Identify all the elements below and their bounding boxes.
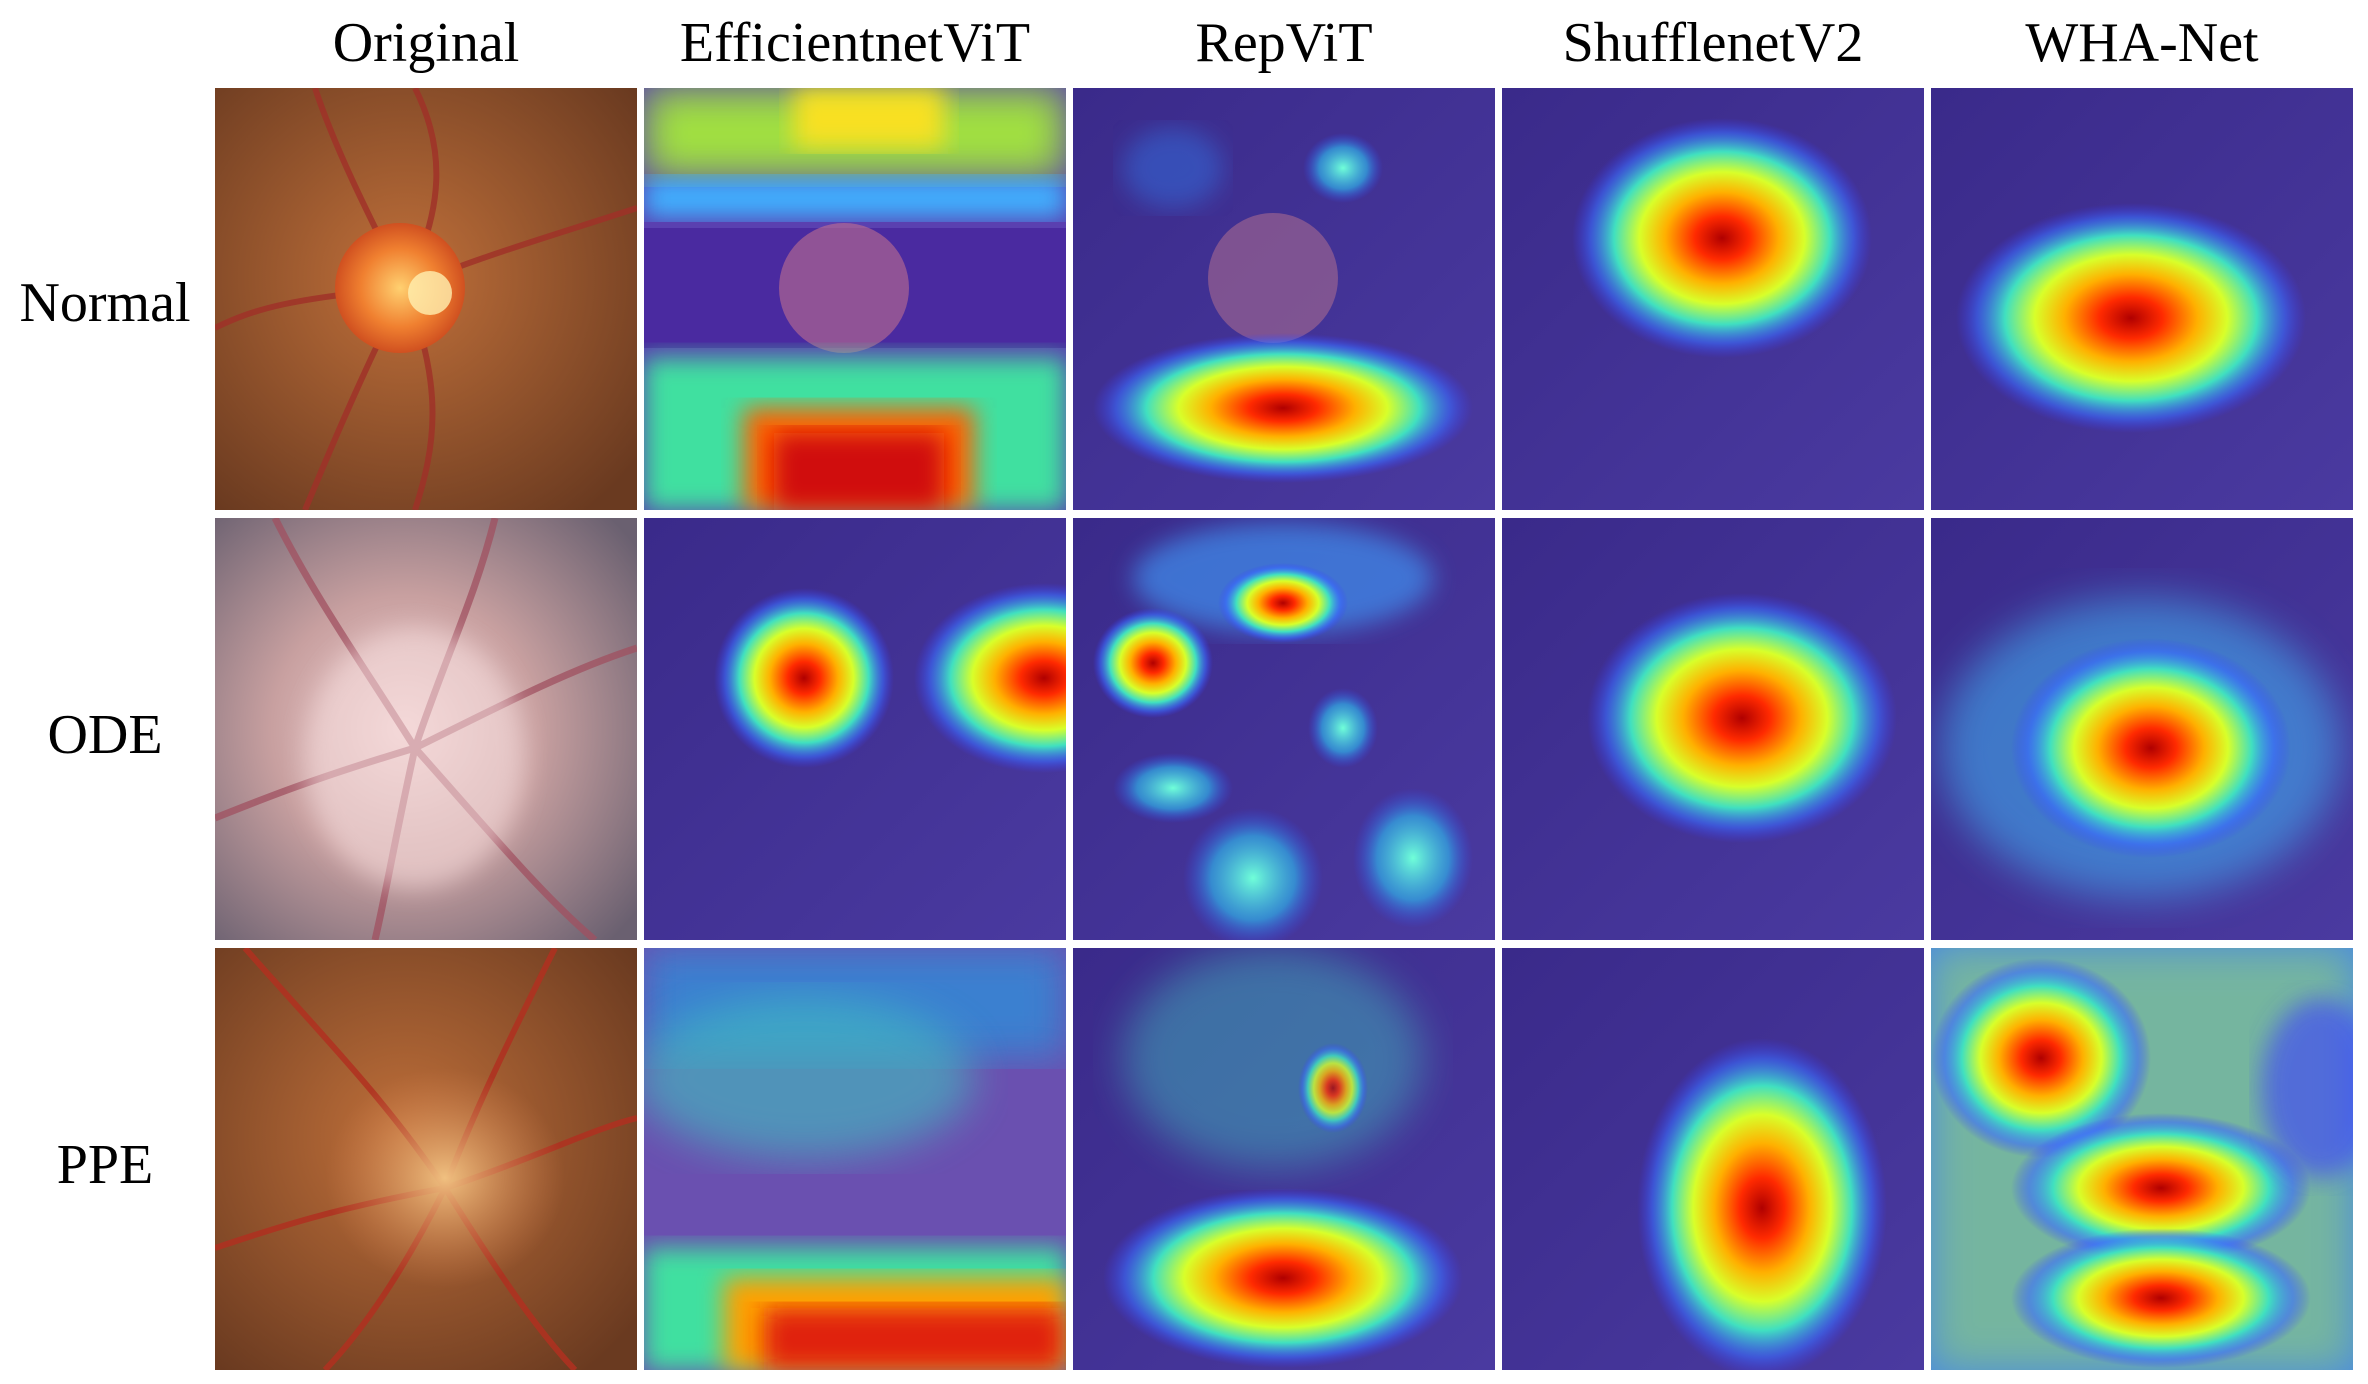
heatmap-ode-repvit — [1073, 518, 1495, 940]
heatmap-ppe-wha-net-graphic — [1931, 948, 2353, 1370]
column-header-wha-net: WHA-Net — [2025, 12, 2259, 74]
heatmap-ppe-shufflenetv2 — [1502, 948, 1924, 1370]
heatmap-normal-shufflenetv2-graphic — [1502, 88, 1924, 510]
heatmap-normal-repvit-graphic — [1073, 88, 1495, 510]
heatmap-ode-repvit-graphic — [1073, 518, 1495, 940]
column-header-original: Original — [332, 12, 520, 74]
heatmap-ode-shufflenetv2 — [1502, 518, 1924, 940]
fundus-normal-original — [215, 88, 637, 510]
row-header-ode: ODE — [47, 704, 163, 766]
heatmap-ppe-repvit — [1073, 948, 1495, 1370]
heatmap-ppe-wha-net — [1931, 948, 2353, 1370]
heatmap-ppe-repvit-graphic — [1073, 948, 1495, 1370]
image-ode-original — [215, 518, 637, 940]
image-normal-original — [215, 88, 637, 510]
heatmap-ode-efficientnetvit — [644, 518, 1066, 940]
column-header-shufflenetv2: ShufflenetV2 — [1562, 12, 1864, 74]
heatmap-normal-wha-net-graphic — [1931, 88, 2353, 510]
heatmap-normal-wha-net — [1931, 88, 2353, 510]
heatmap-ode-efficientnetvit-graphic — [644, 518, 1066, 940]
image-ppe-original — [215, 948, 637, 1370]
heatmap-ode-wha-net-graphic — [1931, 518, 2353, 940]
fundus-ode-original — [215, 518, 637, 940]
heatmap-normal-efficientnetvit — [644, 88, 1066, 510]
heatmap-ppe-efficientnetvit-graphic — [644, 948, 1066, 1370]
heatmap-normal-efficientnetvit-graphic — [644, 88, 1066, 510]
column-header-efficientnetvit: EfficientnetViT — [679, 12, 1031, 74]
row-header-ppe: PPE — [56, 1134, 154, 1196]
heatmap-ppe-efficientnetvit — [644, 948, 1066, 1370]
heatmap-ode-wha-net — [1931, 518, 2353, 940]
heatmap-ppe-shufflenetv2-graphic — [1502, 948, 1924, 1370]
heatmap-normal-shufflenetv2 — [1502, 88, 1924, 510]
heatmap-normal-repvit — [1073, 88, 1495, 510]
row-header-normal: Normal — [19, 272, 191, 334]
column-header-repvit: RepViT — [1195, 12, 1373, 74]
heatmap-ode-shufflenetv2-graphic — [1502, 518, 1924, 940]
fundus-ppe-original — [215, 948, 637, 1370]
